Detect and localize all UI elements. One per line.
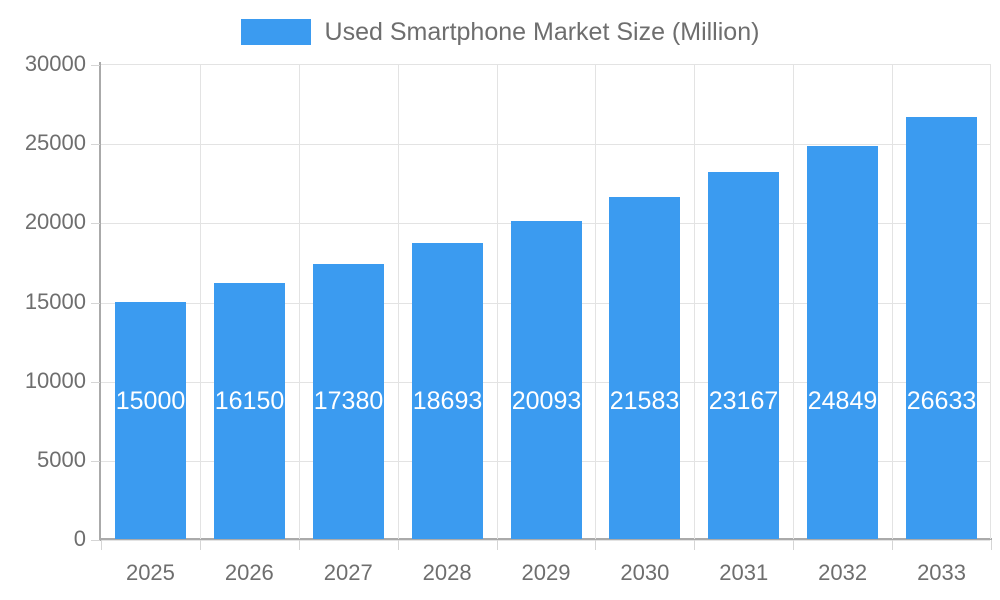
x-axis-tick-label: 2031: [719, 560, 769, 585]
legend-color-swatch-icon: [240, 19, 311, 45]
y-axis-tick-mark: [91, 223, 100, 225]
bar-value-label: 21583: [609, 387, 680, 415]
bar-value-label: 24849: [807, 387, 878, 415]
chart-legend: Used Smartphone Market Size (Million): [0, 12, 1000, 52]
bar-value-label: 20093: [511, 387, 582, 415]
x-axis-tick-mark: [892, 540, 893, 550]
bar[interactable]: 24849: [807, 145, 878, 539]
x-axis-tick-mark: [299, 540, 300, 550]
bar-value-label: 15000: [115, 387, 186, 415]
x-axis-tick-mark: [991, 540, 992, 550]
plot-area: 15000 16150 17380 18693 20093 21583 23167 24849…: [91, 64, 991, 541]
bar[interactable]: 18693: [412, 243, 483, 539]
y-axis-tick-mark: [91, 381, 100, 383]
x-axis-tick-label: 2032: [818, 560, 868, 585]
bar-value-label: 17380: [313, 387, 384, 415]
bar-value-label: 16150: [214, 387, 285, 415]
x-gridline: [694, 65, 695, 539]
y-axis-tick-mark: [91, 460, 100, 462]
y-axis-tick-labels: 0 5000 10000 15000 20000 25000 30000: [0, 0, 86, 600]
x-axis-tick-label: 2028: [422, 560, 472, 585]
x-axis-tick-label: 2026: [224, 560, 274, 585]
x-axis-tick-label: 2027: [323, 560, 373, 585]
y-axis-tick-mark: [91, 65, 100, 66]
bar[interactable]: 23167: [708, 172, 779, 539]
y-axis-tick-mark: [91, 302, 100, 304]
bar-value-label: 23167: [708, 387, 779, 415]
y-axis-tick-label: 20000: [24, 209, 86, 235]
y-axis-tick-label: 5000: [37, 446, 86, 472]
x-gridline: [892, 65, 893, 539]
x-gridline: [497, 65, 498, 539]
bar[interactable]: 20093: [511, 220, 582, 539]
x-axis-tick-label: 2029: [521, 560, 571, 585]
y-gridline: [101, 144, 990, 146]
x-axis-tick-label: 2025: [125, 560, 175, 585]
x-axis-tick-mark: [694, 540, 695, 550]
x-axis-tick-mark: [793, 540, 794, 550]
x-axis-tick-mark: [398, 540, 399, 550]
y-axis-tick-label: 30000: [24, 51, 86, 76]
bar-value-label: 26633: [906, 387, 977, 415]
x-gridline: [299, 65, 300, 539]
bar[interactable]: 26633: [906, 117, 977, 539]
bar-value-label: 18693: [412, 387, 483, 415]
x-gridline: [200, 65, 201, 539]
x-axis-tick-mark: [101, 540, 102, 550]
x-gridline: [398, 65, 399, 539]
bar[interactable]: 17380: [313, 263, 384, 539]
bar[interactable]: 15000: [115, 301, 186, 539]
x-axis-line: [99, 538, 992, 540]
y-axis-tick-label: 10000: [24, 367, 86, 393]
x-axis-tick-label: 2030: [620, 560, 670, 585]
y-axis-tick-label: 15000: [24, 288, 86, 314]
x-axis-tick-mark: [595, 540, 596, 550]
y-axis-tick-label: 0: [73, 526, 86, 551]
bar[interactable]: 16150: [214, 283, 285, 539]
x-axis-tick-mark: [200, 540, 201, 550]
y-axis-tick-mark: [91, 144, 100, 146]
y-axis-tick-label: 25000: [24, 130, 86, 156]
y-axis-line: [99, 62, 101, 541]
x-gridline: [793, 65, 794, 539]
bar[interactable]: 21583: [609, 197, 680, 539]
legend-item-label: Used Smartphone Market Size (Million): [324, 17, 760, 46]
legend-item-used-smartphone-market-size[interactable]: Used Smartphone Market Size (Million): [240, 17, 760, 46]
y-axis-tick-mark: [91, 540, 100, 541]
x-gridline: [595, 65, 596, 539]
x-axis-tick-label: 2033: [917, 560, 967, 585]
x-axis-tick-mark: [497, 540, 498, 550]
y-gridline: [101, 540, 990, 541]
